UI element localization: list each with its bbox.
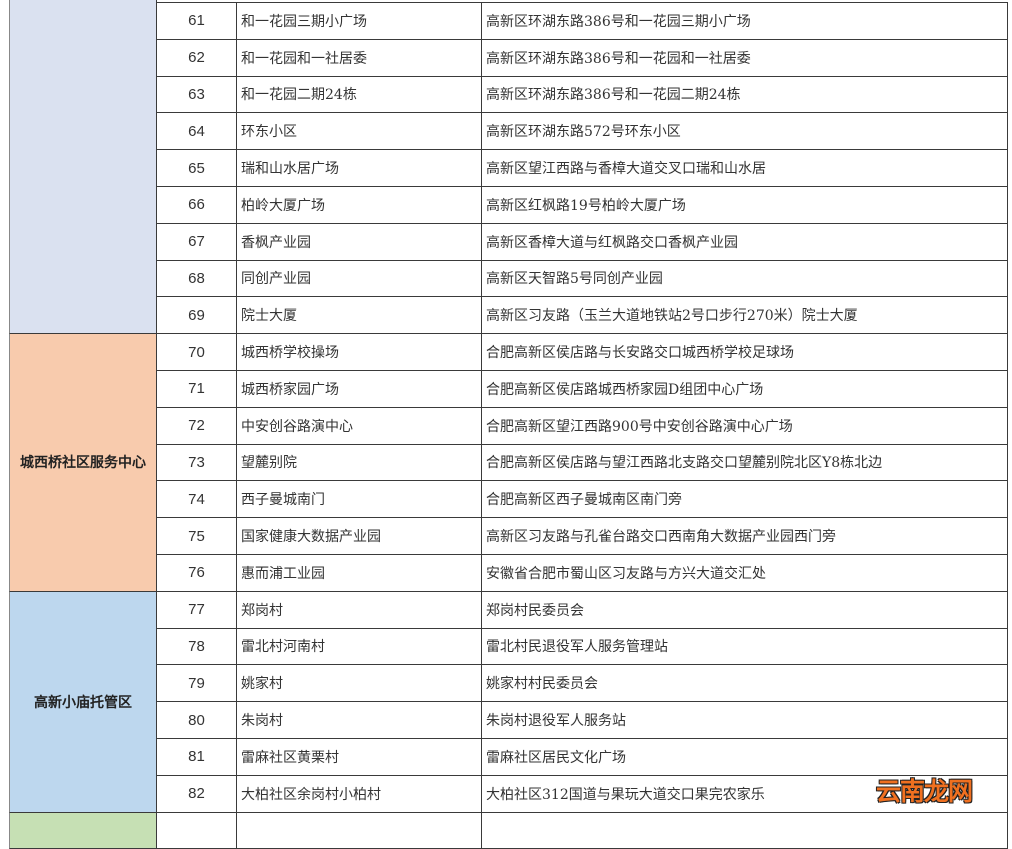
site-name-cell: 环东小区 [237, 113, 482, 151]
row-number-cell: 79 [157, 665, 237, 703]
site-name-cell: 大柏社区余岗村小柏村 [237, 775, 482, 813]
row-number-cell: 63 [157, 76, 237, 114]
site-name-cell: 城西桥家园广场 [237, 371, 482, 408]
site-name-cell: 朱岗村 [237, 702, 482, 739]
row-number-cell: 62 [157, 39, 237, 77]
row-number-cell: 75 [157, 518, 237, 555]
row-number-cell: 67 [157, 223, 237, 261]
address-cell: 高新区环湖东路386号和一花园二期24栋 [482, 76, 1008, 114]
site-name-cell: 瑞和山水居广场 [237, 150, 482, 187]
address-cell: 雷麻社区居民文化广场 [482, 739, 1008, 776]
row-number-cell: 69 [157, 297, 237, 335]
site-name-cell: 惠而浦工业园 [237, 555, 482, 592]
row-number-cell: 80 [157, 702, 237, 739]
row-number-cell: 71 [157, 371, 237, 408]
row-number-cell: 72 [157, 407, 237, 445]
site-name-cell: 姚家村 [237, 665, 482, 703]
row-number-cell: 65 [157, 150, 237, 187]
site-name-cell: 和一花园二期24栋 [237, 76, 482, 114]
address-cell: 安徽省合肥市蜀山区习友路与方兴大道交汇处 [482, 555, 1008, 592]
address-cell: 高新区红枫路19号柏岭大厦广场 [482, 187, 1008, 224]
spreadsheet-table: 61 和一花园三期小广场 高新区环湖东路386号和一花园三期小广场 62 和一花园和一社… [9, 0, 1008, 849]
row-number-cell: 68 [157, 260, 237, 298]
row-number-cell: 77 [157, 591, 237, 629]
site-name-cell: 香枫产业园 [237, 223, 482, 261]
row-number-cell [157, 812, 237, 849]
row-number-cell: 64 [157, 113, 237, 151]
group-cell: 城西桥社区服务中心 [9, 334, 157, 592]
group-cell [9, 812, 157, 849]
site-name-cell: 郑岗村 [237, 591, 482, 629]
address-cell: 郑岗村民委员会 [482, 591, 1008, 629]
row-number-cell: 66 [157, 187, 237, 224]
address-cell: 雷北村民退役军人服务管理站 [482, 628, 1008, 666]
row-number-cell: 81 [157, 739, 237, 776]
address-cell: 高新区环湖东路386号和一花园三期小广场 [482, 3, 1008, 40]
address-cell: 合肥高新区侯店路与长安路交口城西桥学校足球场 [482, 334, 1008, 371]
row-number-cell: 70 [157, 334, 237, 371]
address-cell: 朱岗村退役军人服务站 [482, 702, 1008, 739]
site-name-cell: 雷北村河南村 [237, 628, 482, 666]
site-name-cell: 院士大厦 [237, 297, 482, 335]
address-cell: 姚家村村民委员会 [482, 665, 1008, 703]
site-name-cell: 国家健康大数据产业园 [237, 518, 482, 555]
site-name-cell: 同创产业园 [237, 260, 482, 298]
address-cell: 高新区天智路5号同创产业园 [482, 260, 1008, 298]
row-number-cell: 78 [157, 628, 237, 666]
address-cell: 高新区香樟大道与红枫路交口香枫产业园 [482, 223, 1008, 261]
site-name-cell: 和一花园和一社居委 [237, 39, 482, 77]
site-name-cell: 城西桥学校操场 [237, 334, 482, 371]
address-cell: 大柏社区312国道与果玩大道交口果完农家乐 [482, 775, 1008, 813]
address-cell: 高新区习友路（玉兰大道地铁站2号口步行270米）院士大厦 [482, 297, 1008, 335]
row-number-cell: 61 [157, 3, 237, 40]
address-cell: 高新区环湖东路572号环东小区 [482, 113, 1008, 151]
row-number-cell: 76 [157, 555, 237, 592]
site-name-cell: 和一花园三期小广场 [237, 3, 482, 40]
address-cell: 高新区望江西路与香樟大道交叉口瑞和山水居 [482, 150, 1008, 187]
watermark-logo: 云南龙网 [876, 777, 973, 806]
address-cell: 高新区习友路与孔雀台路交口西南角大数据产业园西门旁 [482, 518, 1008, 555]
group-cell [9, 0, 157, 335]
row-number-cell: 74 [157, 481, 237, 519]
row-number-cell: 82 [157, 775, 237, 813]
row-number-cell: 73 [157, 444, 237, 482]
site-name-cell: 雷麻社区黄栗村 [237, 739, 482, 776]
site-name-cell: 望麓别院 [237, 444, 482, 482]
site-name-cell [237, 812, 482, 849]
address-cell: 合肥高新区侯店路城西桥家园D组团中心广场 [482, 371, 1008, 408]
address-cell: 合肥高新区西子曼城南区南门旁 [482, 481, 1008, 519]
address-cell: 高新区环湖东路386号和一花园和一社居委 [482, 39, 1008, 77]
site-name-cell: 西子曼城南门 [237, 481, 482, 519]
site-name-cell: 柏岭大厦广场 [237, 187, 482, 224]
address-cell [482, 812, 1008, 849]
address-cell: 合肥高新区侯店路与望江西路北支路交口望麓别院北区Y8栋北边 [482, 444, 1008, 482]
address-cell: 合肥高新区望江西路900号中安创谷路演中心广场 [482, 407, 1008, 445]
row-divider [157, 1, 1008, 3]
site-name-cell: 中安创谷路演中心 [237, 407, 482, 445]
group-cell: 高新小庙托管区 [9, 591, 157, 813]
